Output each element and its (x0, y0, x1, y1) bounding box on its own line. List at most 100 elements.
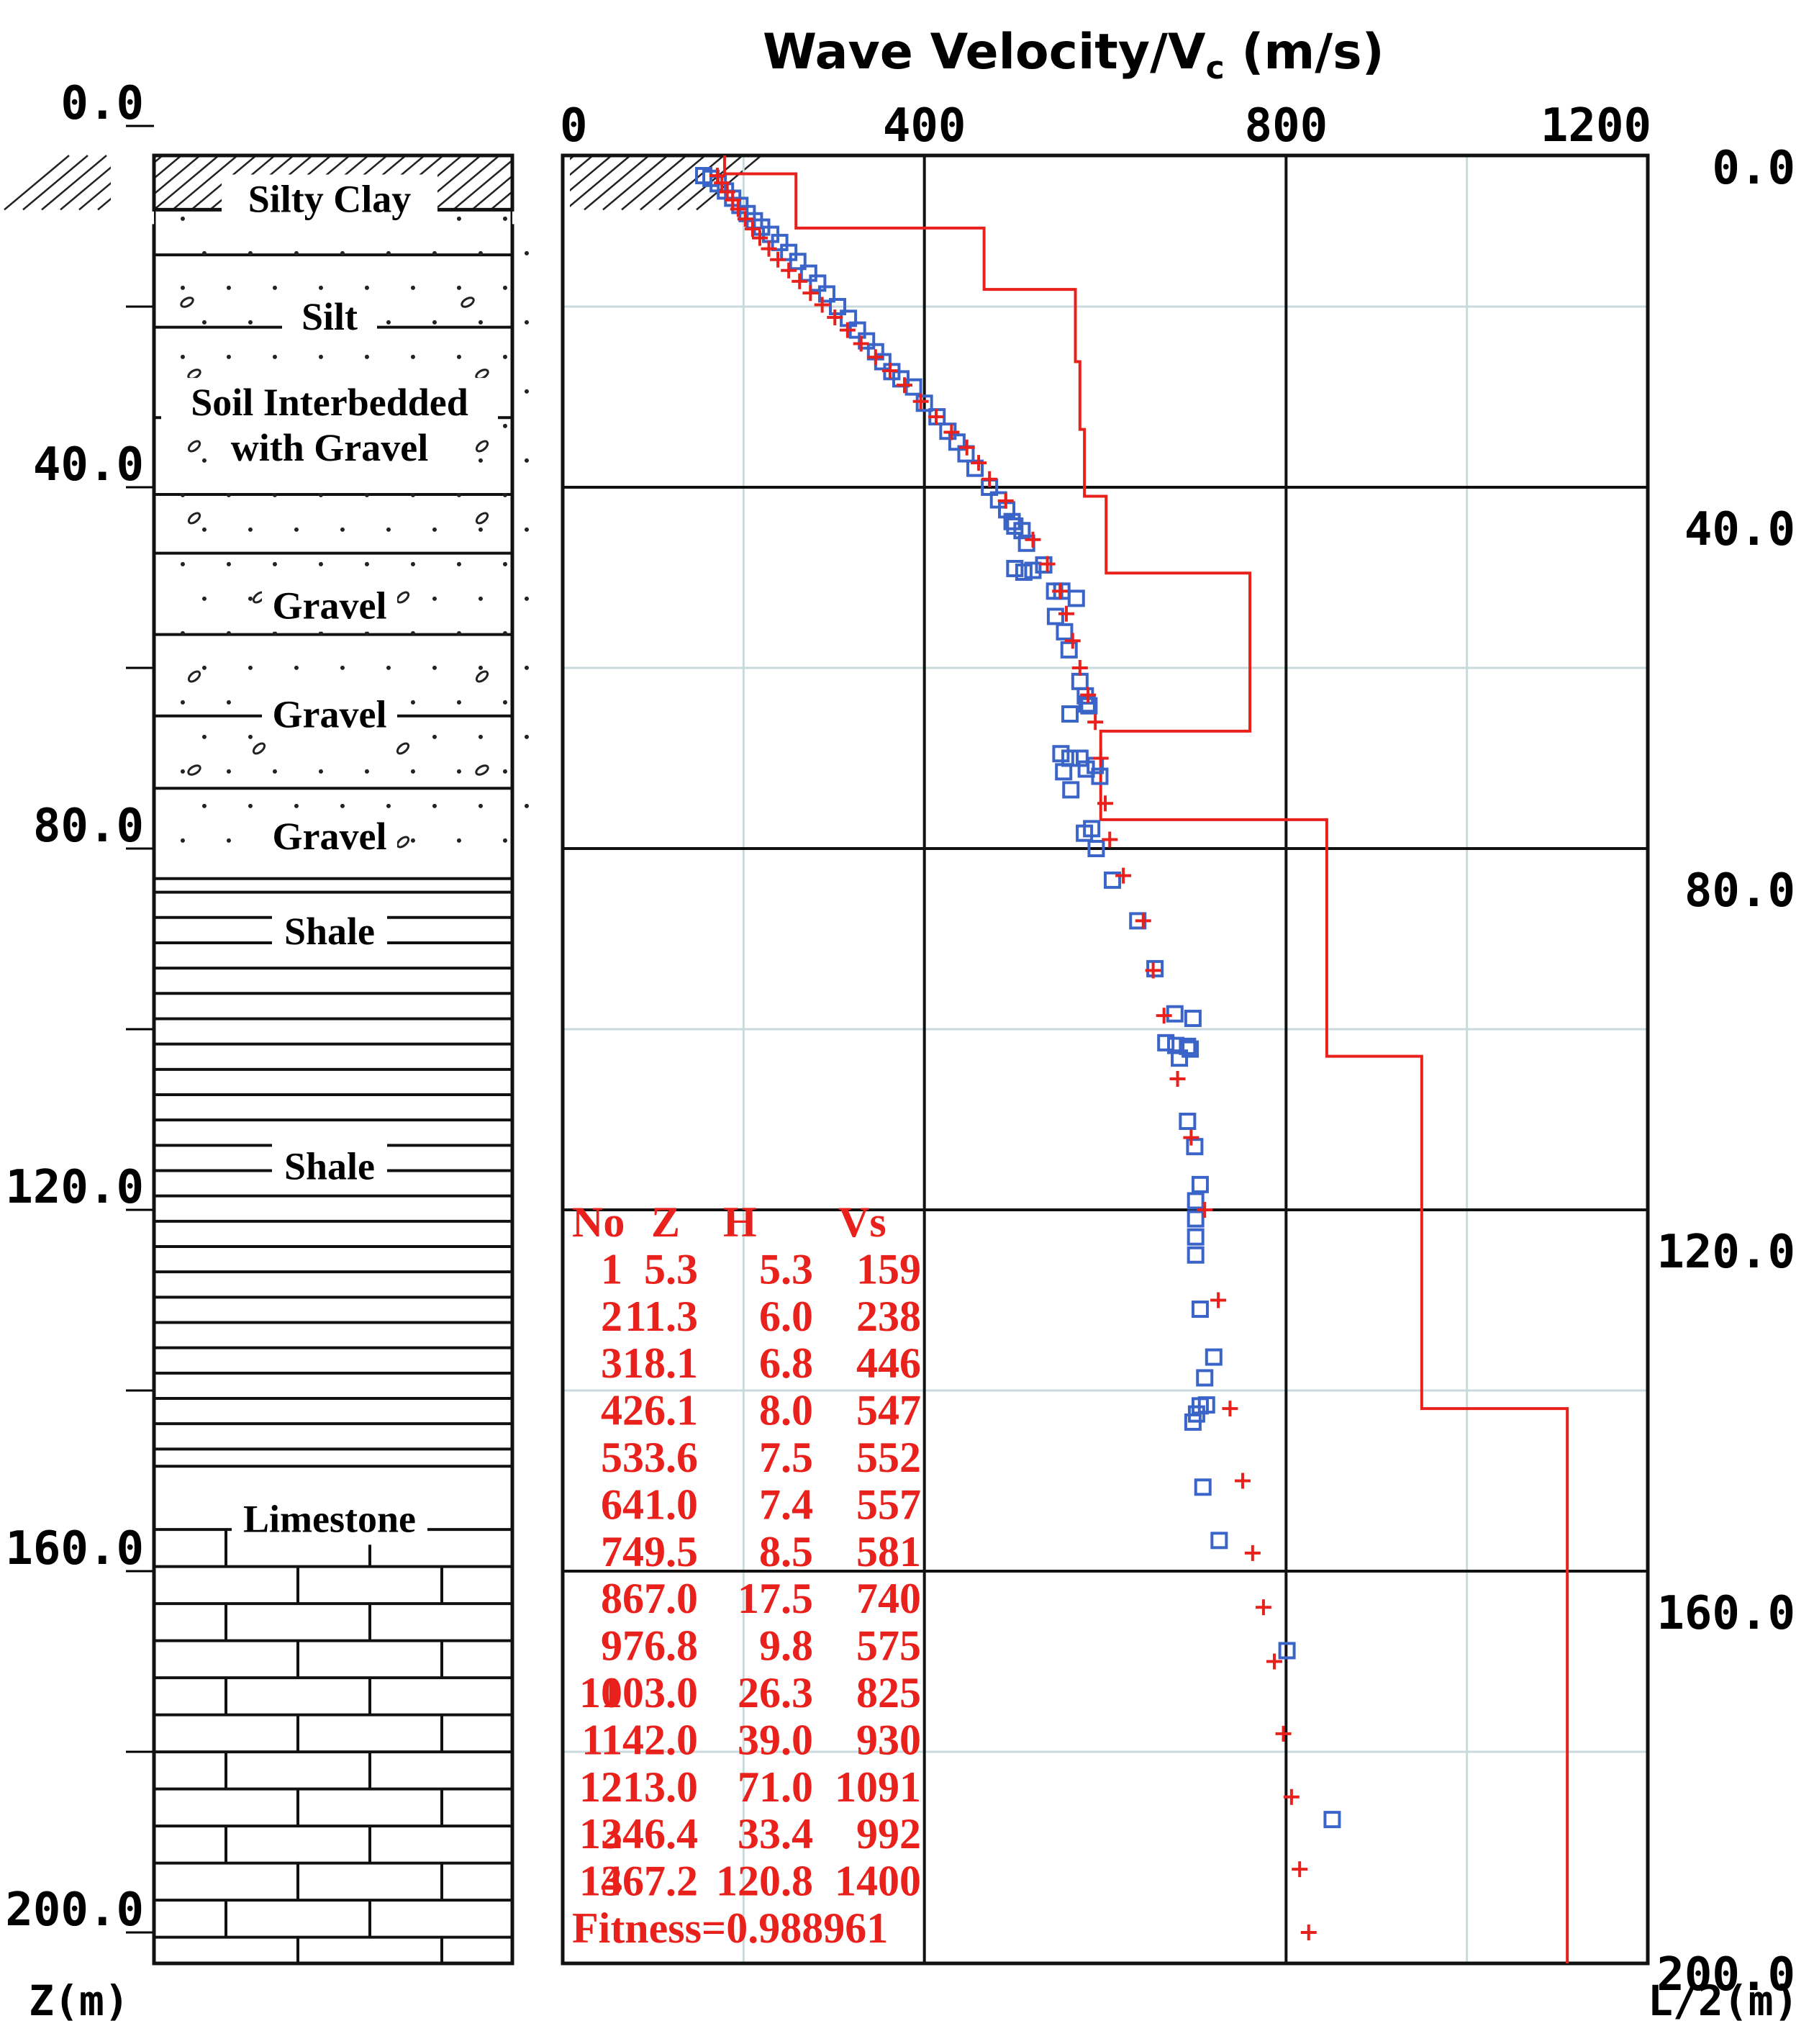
gravel-pebble (187, 368, 201, 380)
hatch-line (658, 155, 725, 211)
scatter-cross (1097, 795, 1113, 812)
sediment-dot (364, 354, 369, 359)
scatter-cross (1102, 831, 1118, 848)
sediment-dot (502, 492, 507, 497)
table-cell: 2 (601, 1293, 622, 1340)
scatter-square (1146, 959, 1164, 977)
scatter-cross (714, 175, 730, 191)
plot-frame (561, 153, 1650, 1966)
scatter-square (1071, 672, 1089, 690)
sediment-dot (386, 803, 391, 808)
table-cell: 446 (856, 1339, 921, 1387)
scatter-cross (1080, 687, 1097, 703)
table-cell: 41.0 (622, 1480, 698, 1528)
scatter-cross (1145, 962, 1161, 979)
strata-label: Gravel (273, 815, 387, 858)
gravel-pebble (187, 764, 201, 776)
sediment-dot (226, 492, 231, 497)
table-cell: 120.8 (716, 1858, 813, 1905)
hatch-line (41, 155, 107, 211)
table-cell: 11 (581, 1716, 622, 1763)
table-header: Z (651, 1198, 680, 1246)
sediment-dot (248, 803, 253, 808)
sediment-dot (502, 700, 507, 705)
strata-label-bg (262, 812, 397, 862)
sediment-dot (456, 630, 461, 636)
strata-column: 0.0 40.0 80.0 120.0 160.0 200.0 Silty Clay Silt… (4, 77, 762, 1966)
table-cell: 8.0 (759, 1387, 813, 1434)
gravel-pebble (396, 836, 410, 849)
sediment-dot (524, 389, 529, 394)
scatter-square (817, 285, 835, 303)
sediment-dot (524, 458, 529, 463)
sediment-dot (502, 285, 507, 290)
scatter-cross (725, 191, 741, 208)
table-cell: 1400 (835, 1858, 921, 1905)
sediment-dot (180, 700, 185, 705)
table-cell: 39.0 (738, 1716, 813, 1763)
sediment-dot (180, 630, 185, 636)
table-cell: 17.5 (738, 1575, 813, 1622)
sediment-dot (478, 665, 483, 670)
table-cell: 930 (856, 1716, 921, 1763)
scatter-cross (1025, 531, 1041, 548)
strata-label-bg (272, 906, 387, 957)
sediment-dot (180, 354, 185, 359)
sediment-dot (478, 596, 483, 601)
table-cell: 71.0 (738, 1763, 813, 1811)
sediment-dot (502, 838, 507, 843)
table-header: No (572, 1198, 625, 1246)
gravel-pebble (396, 742, 410, 755)
sediment-dot (432, 527, 437, 532)
scatter-cross (881, 363, 898, 379)
scatter-square (1191, 1301, 1209, 1319)
strata-label-bg (262, 581, 397, 632)
scatter-square (1205, 1348, 1223, 1366)
table-cell: 1091 (835, 1763, 921, 1811)
sediment-dot (478, 250, 483, 256)
sediment-dot (318, 354, 323, 359)
table-cell: 581 (856, 1528, 921, 1575)
scatter-cross (943, 424, 960, 440)
left-tick-label: 160.0 (5, 1522, 144, 1575)
x-tick-label: 800 (1245, 99, 1328, 153)
strata-label: Silt (301, 295, 358, 338)
scatter-cross (1244, 1545, 1261, 1561)
scatter-square (1184, 1413, 1202, 1431)
sediment-dot (226, 561, 231, 566)
scatter-cross (751, 230, 768, 246)
scatter-cross (737, 211, 753, 227)
right-tick-label: 160.0 (1656, 1587, 1795, 1640)
scatter-cross (802, 285, 819, 302)
table-cell: 6 (601, 1480, 622, 1528)
table-header: Vs (838, 1198, 886, 1246)
table-cell: 13 (579, 1810, 622, 1858)
strata-label-bg (222, 174, 437, 225)
strata-label-bg (272, 1141, 387, 1193)
scatter-cross (1058, 605, 1074, 622)
table-cell: 10 (579, 1669, 622, 1717)
scatter-square (771, 233, 789, 251)
scatter-cross (792, 273, 808, 289)
scatter-square (1187, 1192, 1205, 1210)
scatter-square (1187, 1228, 1205, 1246)
sediment-dot (432, 320, 437, 325)
scatter-cross (1197, 1202, 1213, 1218)
sediment-dot (410, 285, 415, 290)
table-header: H (723, 1198, 757, 1246)
scatter-cross (867, 349, 884, 366)
table-cell: 992 (856, 1810, 921, 1858)
sediment-dot (340, 803, 345, 808)
strata-label: Shale (284, 910, 375, 953)
scatter-square (1157, 1034, 1175, 1052)
scatter-square (1013, 522, 1031, 540)
scatter-cross (1169, 1071, 1186, 1087)
x-tick-label: 0 (560, 99, 588, 153)
scatter-cross (1092, 750, 1109, 766)
scatter-square (1210, 1532, 1228, 1550)
sediment-dot (456, 285, 461, 290)
sediment-dot (180, 838, 185, 843)
scatter-square (1171, 1049, 1189, 1067)
